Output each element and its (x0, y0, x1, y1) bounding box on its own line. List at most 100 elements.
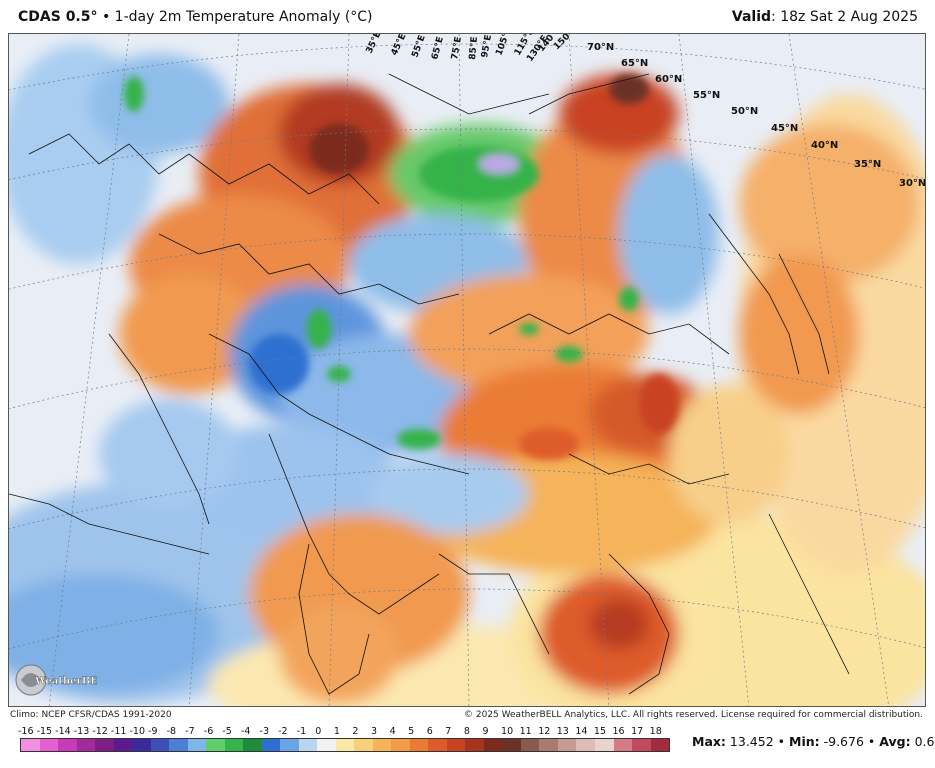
colorbar-swatch (576, 739, 595, 751)
colorbar-swatch (539, 739, 558, 751)
lon-label-95e: 95°E (480, 34, 494, 59)
colorbar-swatch (132, 739, 151, 751)
colorbar-tick-label: -3 (259, 726, 269, 737)
lat-label-45: 45°N (771, 123, 798, 134)
weatherbell-logo: WeatherBELL (15, 664, 97, 696)
colorbar-tick-label: 2 (352, 726, 359, 737)
lat-label-40: 40°N (811, 140, 838, 151)
anomaly-map[interactable]: 70°N 65°N 60°N 55°N 50°N 45°N 40°N 35°N … (8, 33, 926, 707)
colorbar-tick-label: 9 (482, 726, 489, 737)
max-value: 13.452 (729, 734, 774, 749)
title-bullet: • (101, 9, 111, 25)
colorbar-tick-label: 15 (593, 726, 607, 737)
colorbar-swatch (335, 739, 355, 751)
lat-label-60: 60°N (655, 74, 682, 85)
graticule (9, 34, 925, 706)
colorbar-tick-label: -13 (73, 726, 90, 737)
colorbar-swatch (372, 739, 392, 751)
colorbar-tick-label: 10 (501, 726, 514, 737)
valid-time-value: 18z Sat 2 Aug 2025 (780, 9, 918, 25)
model-name: CDAS 0.5° (18, 9, 98, 25)
colorbar-swatch (632, 739, 651, 751)
colorbar-tick-label: 1 (333, 726, 340, 737)
latitude-labels: 70°N 65°N 60°N 55°N 50°N 45°N 40°N 35°N … (587, 42, 925, 189)
colorbar-swatch (483, 739, 503, 751)
colorbar (20, 738, 670, 752)
colorbar-tick-label: 4 (389, 726, 396, 737)
colorbar-tick-label: 3 (370, 726, 378, 737)
colorbar-tick-label: 7 (445, 726, 452, 737)
colorbar-swatch (58, 739, 77, 751)
colorbar-swatch (21, 739, 40, 751)
field-stats: Max: 13.452 • Min: -9.676 • Avg: 0.613 (692, 734, 935, 749)
colorbar-tick-label: -11 (110, 726, 127, 737)
colorbar-swatch (428, 739, 447, 751)
map-canvas: 70°N 65°N 60°N 55°N 50°N 45°N 40°N 35°N … (9, 34, 925, 706)
max-label: Max: (692, 734, 726, 749)
colorbar-tick-label: 5 (408, 726, 415, 737)
min-label: Min: (789, 734, 820, 749)
colorbar-swatch (39, 739, 59, 751)
colorbar-swatch (206, 739, 225, 751)
colorbar-swatch (261, 739, 281, 751)
lat-label-70: 70°N (587, 42, 614, 53)
colorbar-swatch (113, 739, 133, 751)
colorbar-swatch (594, 739, 614, 751)
copyright-note: © 2025 WeatherBELL Analytics, LLC. All r… (464, 710, 923, 720)
colorbar-swatch (298, 739, 318, 751)
colorbar-tick-label: -9 (148, 726, 158, 737)
colorbar-tick-label: 13 (556, 726, 569, 737)
valid-time: Valid: 18z Sat 2 Aug 2025 (731, 9, 918, 25)
country-borders (9, 73, 850, 695)
map-title: CDAS 0.5° • 1-day 2m Temperature Anomaly… (18, 9, 373, 25)
colorbar-swatch (317, 739, 336, 751)
avg-value: 0.613 (914, 734, 935, 749)
colorbar-tick-label: 16 (612, 726, 625, 737)
colorbar-swatch (150, 739, 170, 751)
colorbar-tick-label: -2 (278, 726, 288, 737)
anomaly-features (124, 74, 679, 460)
lon-label-75e: 75°E (450, 36, 464, 61)
colorbar-swatch (557, 739, 577, 751)
colorbar-swatch (391, 739, 410, 751)
colorbar-tick-label: -12 (92, 726, 108, 737)
colorbar-swatch (465, 739, 484, 751)
colorbar-labels: -16 -15 -14 -13 -12 -11 -10 -9 -8 -7 -6 -5 -4 -3 -2 -1 0… (18, 726, 670, 738)
valid-label: Valid (731, 9, 772, 25)
colorbar-swatch (280, 739, 299, 751)
min-value: -9.676 (823, 734, 864, 749)
header-bar: CDAS 0.5° • 1-day 2m Temperature Anomaly… (0, 0, 935, 32)
colorbar-tick-label: 12 (538, 726, 551, 737)
product-name: 1-day 2m Temperature Anomaly (°C) (114, 9, 373, 25)
colorbar-tick-label: -4 (240, 726, 251, 737)
logo-text: WeatherBELL (34, 676, 97, 687)
colorbar-swatch (520, 739, 540, 751)
lat-label-50: 50°N (731, 106, 758, 117)
colorbar-swatch (243, 739, 262, 751)
stats-sep-2: • (867, 734, 876, 749)
colorbar-tick-label: -8 (166, 726, 177, 737)
colorbar-tick-label: 11 (519, 726, 532, 737)
climo-note: Climo: NCEP CFSR/CDAS 1991-2020 (10, 710, 172, 720)
stats-sep-1: • (777, 734, 786, 749)
colorbar-tick-label: -15 (36, 726, 53, 737)
colorbar-swatch (446, 739, 466, 751)
colorbar-swatch (95, 739, 114, 751)
colorbar-tick-label: -10 (129, 726, 145, 737)
colorbar-tick-label: -5 (222, 726, 232, 737)
colorbar-swatch (187, 739, 207, 751)
lat-label-35: 35°N (854, 159, 881, 170)
colorbar-tick-label: -1 (296, 726, 307, 737)
colorbar-tick-label: 8 (463, 726, 470, 737)
colorbar-swatch (76, 739, 96, 751)
lat-label-55: 55°N (693, 90, 720, 101)
lat-label-65: 65°N (621, 58, 648, 69)
colorbar-swatch (650, 739, 670, 751)
colorbar-tick-label: 17 (631, 726, 644, 737)
colorbar-swatch (354, 739, 373, 751)
colorbar-swatch (409, 739, 429, 751)
colorbar-tick-label: 14 (575, 726, 588, 737)
colorbar-tick-label: -7 (185, 726, 195, 737)
lon-label-85e: 85°E (468, 36, 480, 60)
colorbar-swatch (502, 739, 521, 751)
